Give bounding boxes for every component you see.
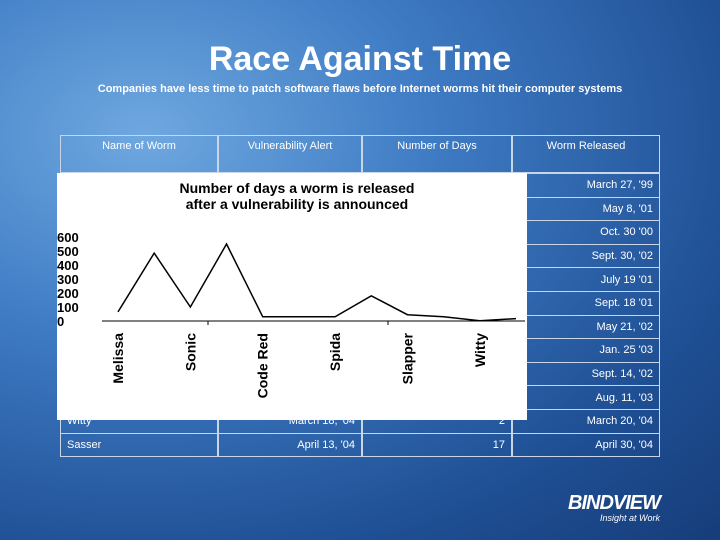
- header-cell: Worm Released: [512, 135, 660, 173]
- x-tick-label: Witty: [472, 333, 488, 367]
- y-tick-label: 500: [57, 244, 79, 259]
- table-cell: Sept. 30, '02: [512, 243, 660, 269]
- header-cell: Number of Days: [362, 135, 512, 173]
- table-cell: Sept. 18 '01: [512, 291, 660, 316]
- title-line: after a vulnerability is announced: [186, 196, 409, 212]
- slide-title: Race Against Time: [208, 40, 512, 78]
- y-tick-label: 200: [57, 286, 79, 301]
- table-cell: May 21, '02: [512, 314, 660, 340]
- table-cell: Sept. 14, '02: [512, 361, 660, 387]
- table-cell: July 19 '01: [512, 267, 660, 292]
- table-cell: 17: [362, 432, 512, 458]
- header-cell: Vulnerability Alert: [218, 135, 362, 173]
- table-cell: Sasser: [60, 432, 218, 458]
- logo-name: BINDVIEW: [568, 492, 661, 514]
- logo-tagline: Insight at Work: [599, 513, 660, 523]
- x-tick-label: Sonic: [182, 333, 198, 371]
- y-tick-label: 300: [57, 272, 79, 287]
- header-cell: Name of Worm: [60, 135, 218, 173]
- table-cell: Aug. 11, '03: [512, 385, 660, 410]
- table-cell: Jan. 25 '03: [512, 338, 660, 363]
- y-tick-label: 400: [57, 258, 79, 273]
- x-tick-label: Melissa: [110, 333, 126, 384]
- y-tick-label: 600: [57, 230, 79, 245]
- table-cell: April 13, '04: [218, 432, 362, 458]
- logo: BINDVIEW Insight at Work: [568, 492, 661, 523]
- x-tick-label: Code Red: [255, 333, 271, 398]
- y-tick-label: 100: [57, 300, 79, 315]
- table-cell: March 27, '99: [512, 173, 660, 198]
- chart: Number of days a worm is released after a…: [57, 173, 527, 420]
- chart-title: Number of days a worm is released after a…: [180, 180, 415, 212]
- x-tick-label: Spida: [327, 333, 343, 371]
- x-tick-label: Slapper: [399, 332, 415, 384]
- table-cell: March 20, '04: [512, 409, 660, 434]
- title-line: Number of days a worm is released: [180, 180, 415, 196]
- table-cell: May 8, '01: [512, 196, 660, 222]
- line: [117, 242, 517, 322]
- table-cell: April 30, '04: [512, 432, 660, 458]
- slide-subtitle: Companies have less time to patch softwa…: [97, 83, 623, 95]
- y-tick-label: 0: [57, 314, 64, 329]
- table-cell: Oct. 30 '00: [512, 220, 660, 245]
